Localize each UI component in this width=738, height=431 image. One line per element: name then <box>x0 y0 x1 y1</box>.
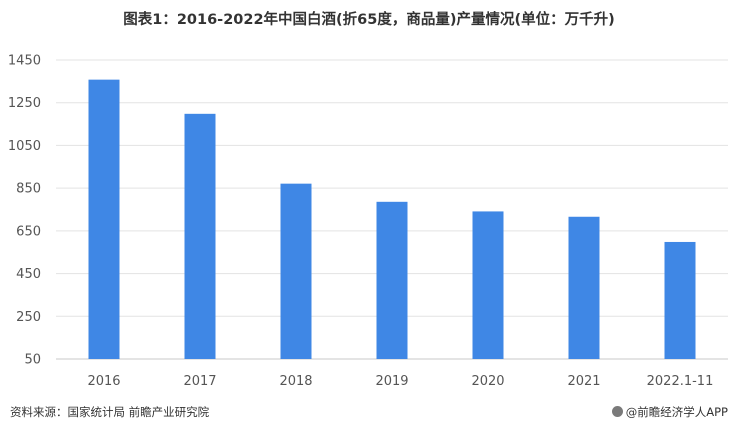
x-tick-label: 2016 <box>87 374 120 389</box>
chart-title: 图表1：2016-2022年中国白酒(折65度，商品量)产量情况(单位：万千升) <box>123 12 615 28</box>
bar-2020 <box>472 211 504 359</box>
x-tick-label: 2017 <box>183 374 216 389</box>
bar-2018 <box>280 183 312 359</box>
bar-2016 <box>88 79 120 360</box>
y-tick-label: 50 <box>24 353 41 368</box>
x-tick-label: 2021 <box>567 374 600 389</box>
bar-2021 <box>568 216 600 359</box>
y-axis-ticks: 50 250 450 650 850 1050 1250 1450 <box>8 54 41 368</box>
y-tick-label: 1050 <box>8 139 41 154</box>
x-tick-label: 2020 <box>471 374 504 389</box>
x-tick-label: 2018 <box>279 374 312 389</box>
y-tick-label: 450 <box>16 267 41 282</box>
y-tick-label: 850 <box>16 182 41 197</box>
bars <box>88 79 696 360</box>
qianzhan-logo-icon <box>611 406 623 417</box>
y-tick-label: 250 <box>16 310 41 325</box>
y-tick-label: 1250 <box>8 96 41 111</box>
brand-credit: @前瞻经济学人APP <box>611 404 728 420</box>
x-tick-label: 2019 <box>375 374 408 389</box>
x-axis-ticks: 2016 2017 2018 2019 2020 2021 2022.1-11 <box>87 374 713 389</box>
x-tick-label: 2022.1-11 <box>647 374 714 389</box>
bar-2019 <box>376 201 408 359</box>
brand-label: @前瞻经济学人APP <box>625 405 728 419</box>
y-tick-label: 650 <box>16 224 41 239</box>
y-tick-label: 1450 <box>8 54 41 69</box>
bar-2017 <box>184 113 216 359</box>
source-note: 资料来源：国家统计局 前瞻产业研究院 <box>10 405 210 419</box>
bar-2022.1-11 <box>664 241 696 359</box>
